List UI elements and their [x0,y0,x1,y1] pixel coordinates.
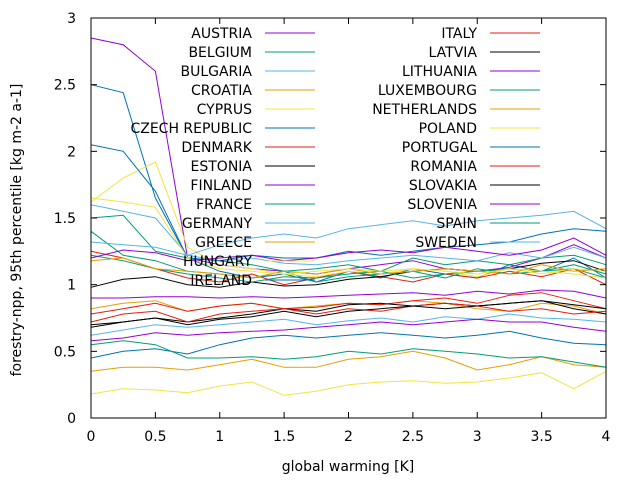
series-line-slovakia [90,300,607,326]
y-axis-label: forestry-npp, 95th percentile [kg m-2 a-… [9,84,25,377]
x-tick-label: 1 [215,429,224,445]
legend-label-estonia: ESTONIA [191,159,253,175]
legend-label-bulgaria: BULGARIA [180,64,252,80]
series-line-ireland [90,144,607,262]
x-tick-label: 4 [602,429,611,445]
series-line-austria [90,37,607,275]
legend-label-germany: GERMANY [182,216,253,232]
x-tick-label: 3 [473,429,482,445]
legend-label-latvia: LATVIA [429,45,478,61]
legend-label-austria: AUSTRIA [191,26,252,42]
x-axis-label: global warming [K] [282,459,415,475]
series-line-spain [90,340,607,368]
series-line-lithuania [90,318,607,342]
series-line-croatia [90,300,607,315]
legend-label-ireland: IRELAND [190,273,252,289]
series-line-italy [90,292,607,315]
legend-label-romania: ROMANIA [410,159,477,175]
y-tick-label: 3 [67,11,76,27]
legend-label-hungary: HUNGARY [183,254,253,270]
series-line-slovenia [90,237,607,262]
x-tick-label: 0.5 [144,429,166,445]
legend-label-cyprus: CYPRUS [197,102,252,118]
legend-label-belgium: BELGIUM [188,45,252,61]
legend-label-spain: SPAIN [436,216,477,232]
series-line-romania [90,302,607,323]
series-line-cyprus [90,370,607,396]
legend-label-czech-republic: CZECH REPUBLIC [130,121,252,137]
legend-label-netherlands: NETHERLANDS [372,102,477,118]
y-tick-label: 0 [67,411,76,427]
ticks-layer: 0 0.5 1 1.5 2 2.5 3 3.5 4 0 0.5 1 1.5 2 2.5 3 [54,11,611,445]
series-line-poland [90,197,607,279]
y-tick-label: 2 [67,144,76,160]
legend-label-greece: GREECE [195,235,252,251]
x-tick-label: 3.5 [530,429,552,445]
legend-label-finland: FINLAND [190,178,252,194]
series-line-hungary [90,161,607,278]
series-line-estonia [90,260,607,288]
legend-label-slovenia: SLOVENIA [407,197,477,213]
y-tick-label: 1 [67,278,76,294]
legend-label-portugal: PORTUGAL [402,140,477,156]
legend-label-poland: POLAND [419,121,477,137]
series-line-germany [90,204,607,266]
x-tick-label: 0 [87,429,96,445]
series-line-finland [91,289,607,299]
legend-label-france: FRANCE [196,197,252,213]
legend-label-croatia: CROATIA [191,83,252,99]
series-line-bulgaria [90,313,607,336]
x-tick-label: 2 [344,429,353,445]
legend-label-sweden: SWEDEN [415,235,477,251]
legend-label-luxembourg: LUXEMBOURG [378,83,477,99]
legend-label-lithuania: LITHUANIA [402,64,477,80]
legend: AUSTRIA BELGIUM BULGARIA CROATIA CYPRUS CZECH… [130,26,540,289]
x-tick-label: 2.5 [402,429,424,445]
y-tick-label: 2.5 [54,78,76,94]
x-tick-label: 1.5 [273,429,295,445]
legend-label-slovakia: SLOVAKIA [409,178,478,194]
series-line-sweden [90,210,607,256]
legend-label-denmark: DENMARK [181,140,252,156]
y-tick-label: 1.5 [54,211,76,227]
y-tick-label: 0.5 [54,344,76,360]
series-layer [90,37,607,396]
series-line-portugal [90,330,607,359]
series-line-belgium [90,214,607,272]
legend-label-italy: ITALY [441,26,477,42]
series-line-france [90,230,607,283]
series-line-greece [90,350,607,372]
